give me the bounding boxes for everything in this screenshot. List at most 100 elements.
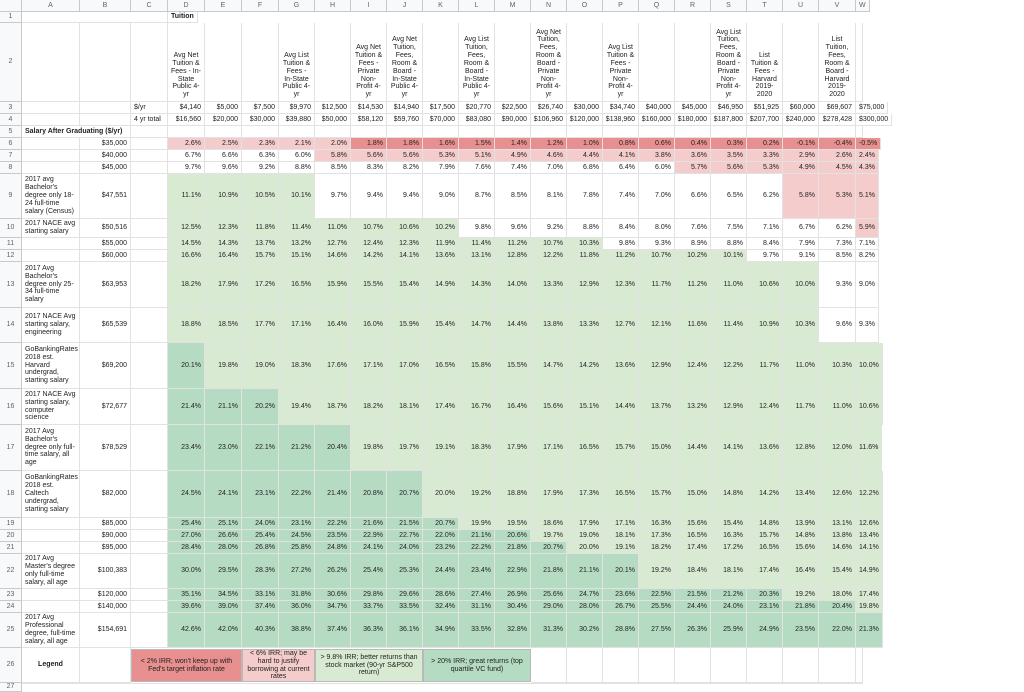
irr-cell[interactable]: 13.1% bbox=[459, 250, 495, 262]
irr-cell[interactable]: 16.5% bbox=[603, 471, 639, 518]
irr-cell[interactable]: 5.9% bbox=[856, 219, 879, 238]
irr-cell[interactable]: 13.2% bbox=[279, 238, 315, 250]
irr-cell[interactable]: 14.8% bbox=[783, 530, 819, 542]
blank-cell[interactable] bbox=[131, 683, 168, 684]
irr-cell[interactable]: 10.7% bbox=[639, 250, 675, 262]
irr-cell[interactable]: 14.9% bbox=[856, 554, 883, 589]
salary-value[interactable]: $45,000 bbox=[80, 162, 131, 174]
irr-cell[interactable]: 8.5% bbox=[495, 174, 531, 219]
salary-source-label[interactable]: 2017 Avg Bachelor's degree only 25-34 fu… bbox=[22, 262, 80, 308]
irr-cell[interactable]: 42.0% bbox=[205, 613, 242, 648]
blank-cell[interactable] bbox=[80, 114, 131, 126]
irr-cell[interactable]: 19.2% bbox=[783, 589, 819, 601]
irr-cell[interactable]: 12.3% bbox=[603, 262, 639, 308]
irr-cell[interactable]: 8.1% bbox=[531, 174, 567, 219]
irr-cell[interactable]: 14.3% bbox=[459, 262, 495, 308]
irr-cell[interactable]: 25.8% bbox=[279, 542, 315, 554]
row-header-25[interactable]: 25 bbox=[0, 613, 22, 648]
irr-cell[interactable]: 7.9% bbox=[423, 162, 459, 174]
irr-cell[interactable]: 26.6% bbox=[205, 530, 242, 542]
irr-cell[interactable]: 6.2% bbox=[747, 174, 783, 219]
blank-cell[interactable] bbox=[131, 219, 168, 238]
irr-cell[interactable]: 8.5% bbox=[315, 162, 351, 174]
irr-cell[interactable]: 3.8% bbox=[639, 150, 675, 162]
irr-cell[interactable]: 15.9% bbox=[387, 308, 423, 343]
blank-cell[interactable] bbox=[567, 648, 603, 683]
irr-cell[interactable]: 7.1% bbox=[856, 238, 879, 250]
irr-cell[interactable]: 18.3% bbox=[459, 425, 495, 471]
blank-cell[interactable] bbox=[639, 683, 675, 684]
irr-cell[interactable]: 26.7% bbox=[603, 601, 639, 613]
irr-cell[interactable]: 11.4% bbox=[711, 308, 747, 343]
blank-cell[interactable] bbox=[567, 23, 603, 102]
irr-cell[interactable]: 21.2% bbox=[711, 589, 747, 601]
column-header-u[interactable]: U bbox=[783, 0, 819, 12]
blank-cell[interactable] bbox=[279, 683, 315, 684]
irr-cell[interactable]: 11.4% bbox=[459, 238, 495, 250]
irr-cell[interactable]: 11.9% bbox=[423, 238, 459, 250]
irr-cell[interactable]: 14.1% bbox=[387, 250, 423, 262]
irr-cell[interactable]: 0.3% bbox=[711, 138, 747, 150]
blank-cell[interactable] bbox=[131, 174, 168, 219]
irr-cell[interactable]: 13.9% bbox=[783, 518, 819, 530]
blank-cell[interactable] bbox=[856, 126, 863, 138]
irr-cell[interactable]: 2.4% bbox=[856, 150, 879, 162]
irr-cell[interactable]: 11.0% bbox=[783, 343, 819, 389]
irr-cell[interactable]: 17.3% bbox=[567, 471, 603, 518]
irr-cell[interactable]: 19.8% bbox=[351, 425, 387, 471]
column-header-e[interactable]: E bbox=[205, 0, 242, 12]
column-title-j[interactable]: Avg Net Tuition, Fees, Room & Board - In… bbox=[387, 23, 423, 102]
blank-cell[interactable] bbox=[711, 683, 747, 684]
irr-cell[interactable]: 39.6% bbox=[168, 601, 205, 613]
irr-cell[interactable]: 10.6% bbox=[387, 219, 423, 238]
blank-cell[interactable] bbox=[711, 648, 747, 683]
column-header-t[interactable]: T bbox=[747, 0, 783, 12]
blank-cell[interactable] bbox=[639, 126, 675, 138]
irr-cell[interactable]: 25.9% bbox=[711, 613, 747, 648]
irr-cell[interactable]: 15.6% bbox=[783, 542, 819, 554]
irr-cell[interactable]: 36.1% bbox=[387, 613, 423, 648]
irr-cell[interactable]: 6.0% bbox=[639, 162, 675, 174]
irr-cell[interactable]: 15.5% bbox=[495, 343, 531, 389]
blank-cell[interactable] bbox=[80, 648, 131, 683]
irr-cell[interactable]: 12.2% bbox=[711, 343, 747, 389]
irr-cell[interactable]: 18.1% bbox=[711, 554, 747, 589]
blank-cell[interactable] bbox=[856, 683, 863, 684]
row-header-20[interactable]: 20 bbox=[0, 530, 22, 542]
irr-cell[interactable]: 10.1% bbox=[711, 250, 747, 262]
irr-cell[interactable]: 5.6% bbox=[351, 150, 387, 162]
irr-cell[interactable]: 14.1% bbox=[856, 542, 883, 554]
row-header-7[interactable]: 7 bbox=[0, 150, 22, 162]
column-header-q[interactable]: Q bbox=[639, 0, 675, 12]
column-title-n[interactable]: Avg Net Tuition, Fees, Room & Board - Pr… bbox=[531, 23, 567, 102]
blank-cell[interactable] bbox=[423, 683, 459, 684]
blank-cell[interactable] bbox=[675, 648, 711, 683]
irr-cell[interactable]: 6.5% bbox=[711, 174, 747, 219]
blank-cell[interactable] bbox=[783, 126, 819, 138]
irr-cell[interactable]: 30.2% bbox=[567, 613, 603, 648]
blank-cell[interactable] bbox=[22, 102, 80, 114]
irr-cell[interactable]: 23.1% bbox=[279, 518, 315, 530]
irr-cell[interactable]: 2.1% bbox=[279, 138, 315, 150]
irr-cell[interactable]: 21.8% bbox=[531, 554, 567, 589]
irr-cell[interactable]: 15.7% bbox=[603, 425, 639, 471]
column-header-s[interactable]: S bbox=[711, 0, 747, 12]
irr-cell[interactable]: 19.2% bbox=[639, 554, 675, 589]
irr-cell[interactable]: 18.3% bbox=[279, 343, 315, 389]
irr-cell[interactable]: 19.8% bbox=[205, 343, 242, 389]
blank-cell[interactable] bbox=[747, 648, 783, 683]
irr-cell[interactable]: 10.9% bbox=[747, 308, 783, 343]
irr-cell[interactable]: 8.8% bbox=[279, 162, 315, 174]
blank-cell[interactable] bbox=[675, 23, 711, 102]
irr-cell[interactable]: 7.0% bbox=[531, 162, 567, 174]
irr-cell[interactable]: 15.4% bbox=[387, 262, 423, 308]
irr-cell[interactable]: 16.3% bbox=[711, 530, 747, 542]
irr-cell[interactable]: 13.7% bbox=[242, 238, 279, 250]
blank-cell[interactable] bbox=[131, 601, 168, 613]
irr-cell[interactable]: 9.8% bbox=[459, 219, 495, 238]
blank-cell[interactable] bbox=[80, 23, 131, 102]
salary-value[interactable]: $63,953 bbox=[80, 262, 131, 308]
row-header-1[interactable]: 1 bbox=[0, 12, 22, 23]
irr-cell[interactable]: 19.4% bbox=[279, 389, 315, 425]
irr-cell[interactable]: 10.3% bbox=[819, 343, 856, 389]
